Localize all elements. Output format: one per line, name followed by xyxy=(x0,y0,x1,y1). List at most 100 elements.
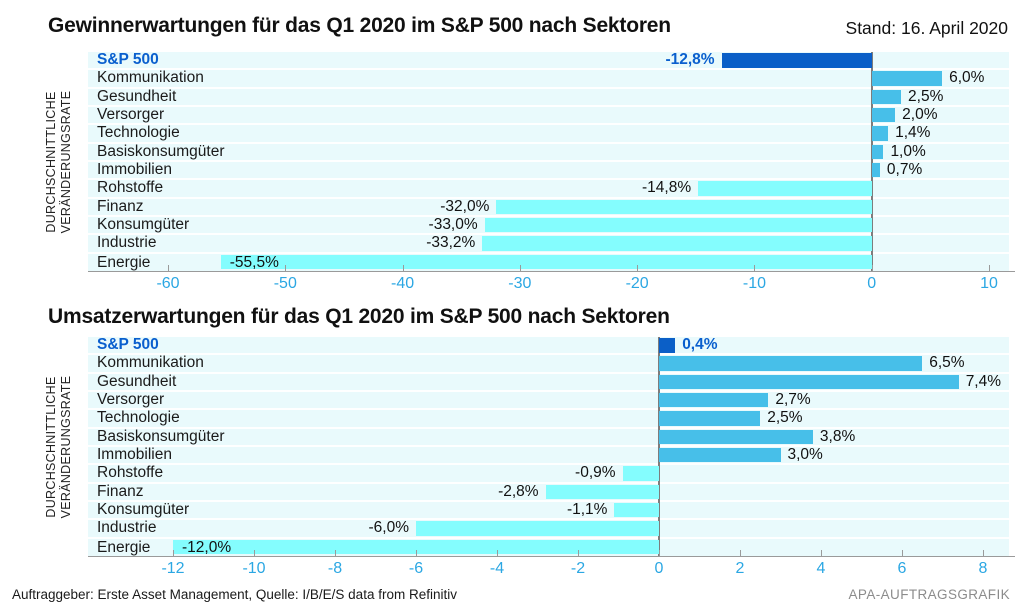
bar-negative xyxy=(614,502,659,518)
value-label: -0,9% xyxy=(575,464,616,482)
chart1-x-axis-line xyxy=(88,271,1015,272)
category-label: Gesundheit xyxy=(97,372,177,390)
x-axis-tick-label: -10 xyxy=(242,560,266,577)
chart-row: Industrie -33,2% xyxy=(88,234,1009,254)
x-axis-tick-label: -8 xyxy=(327,560,343,577)
chart-row: Gesundheit 2,5% xyxy=(88,88,1009,107)
chart1-y-axis-label: DURCHSCHNITTLICHE VERÄNDERUNGSRATE xyxy=(34,52,84,272)
chart2-title: Umsatzerwartungen für das Q1 2020 im S&P… xyxy=(48,305,670,328)
bar-positive xyxy=(659,374,959,390)
bar-negative xyxy=(220,254,872,270)
bar-positive xyxy=(659,392,769,408)
chart2-x-axis-line xyxy=(88,556,1015,557)
bar-negative xyxy=(698,181,872,196)
y-axis-label-line2: VERÄNDERUNGSRATE xyxy=(59,90,73,234)
bar-positive xyxy=(871,71,943,86)
chart2-rows: S&P 500 0,4% Kommunikation 6,5% Gesundheit 7,… xyxy=(88,336,1009,557)
value-label: 1,0% xyxy=(890,142,926,160)
chart1-rows: S&P 500 -12,8% Kommunikation 6,0% Gesundheit… xyxy=(88,51,1009,272)
category-label: Kommunikation xyxy=(97,69,204,87)
x-axis-tick xyxy=(983,550,984,557)
x-axis-tick-label: -2 xyxy=(570,560,586,577)
bar-negative xyxy=(482,236,872,251)
bar-positive xyxy=(871,126,889,141)
category-label: Industrie xyxy=(97,234,157,252)
value-label: -55,5% xyxy=(229,253,279,271)
category-label: Rohstoffe xyxy=(97,464,164,482)
value-label: -2,8% xyxy=(498,482,539,500)
x-axis-tick-label: 4 xyxy=(816,560,826,577)
chart-row: Kommunikation 6,5% xyxy=(88,354,1009,374)
value-label: -14,8% xyxy=(642,179,692,197)
bar-negative xyxy=(622,466,659,481)
chart-row: Rohstoffe -14,8% xyxy=(88,179,1009,199)
x-axis-tick-label: -6 xyxy=(408,560,424,577)
x-axis-tick xyxy=(659,550,660,557)
value-label: 6,0% xyxy=(949,69,985,87)
chart-row: Konsumgüter -1,1% xyxy=(88,501,1009,521)
category-label: Kommunikation xyxy=(97,354,204,372)
x-axis-tick xyxy=(637,265,639,272)
x-axis-tick-label: -10 xyxy=(742,275,766,292)
credit-note: APA-AUFTRAGSGRAFIK xyxy=(848,587,1010,602)
x-axis-tick-label: 0 xyxy=(867,275,877,292)
x-axis-tick xyxy=(519,265,521,272)
x-axis-tick-label: -20 xyxy=(625,275,649,292)
value-label: 2,5% xyxy=(767,409,803,427)
category-label: S&P 500 xyxy=(97,336,159,354)
category-label: Konsumgüter xyxy=(97,216,190,234)
chart-row: S&P 500 -12,8% xyxy=(88,51,1009,71)
category-label: Basiskonsumgüter xyxy=(97,427,225,445)
x-axis-tick-label: -12 xyxy=(161,560,185,577)
chart-row: Immobilien 3,0% xyxy=(88,446,1009,466)
x-axis-tick xyxy=(416,550,417,557)
x-axis-tick-label: 10 xyxy=(980,275,998,292)
x-axis-tick xyxy=(402,265,404,272)
chart1-x-axis-labels: -60 -50 -40 -30 -20 -10 0 10 xyxy=(88,275,1009,297)
value-label: -1,1% xyxy=(566,501,608,519)
category-label: Versorger xyxy=(97,391,165,409)
chart-row: S&P 500 0,4% xyxy=(88,336,1009,356)
y-axis-label-line1: DURCHSCHNITTLICHE xyxy=(44,376,58,518)
chart-row: Finanz -2,8% xyxy=(88,482,1009,502)
category-label: Konsumgüter xyxy=(97,501,190,519)
chart-row: Technologie 1,4% xyxy=(88,124,1009,144)
category-label: Energie xyxy=(97,538,151,556)
x-axis-tick-label: 2 xyxy=(735,560,745,577)
x-axis-tick xyxy=(902,550,903,557)
stand-date: Stand: 16. April 2020 xyxy=(845,18,1008,38)
chart-row: Basiskonsumgüter 1,0% xyxy=(88,142,1009,162)
x-axis-tick-label: -50 xyxy=(273,275,297,292)
x-axis-tick xyxy=(168,265,169,272)
value-label: -12,0% xyxy=(182,538,232,556)
chart-row: Energie -55,5% xyxy=(88,254,1009,272)
value-label: 0,7% xyxy=(886,161,923,179)
chart-row: Energie -12,0% xyxy=(88,539,1009,557)
bar-positive xyxy=(871,144,884,160)
bar-positive xyxy=(871,89,902,105)
bar-negative xyxy=(416,521,659,536)
x-axis-tick xyxy=(335,550,336,557)
chart1-plot-area: S&P 500 -12,8% Kommunikation 6,0% Gesundheit… xyxy=(88,51,1015,272)
x-axis-tick-label: -40 xyxy=(391,275,415,292)
chart-row: Versorger 2,0% xyxy=(88,106,1009,126)
chart-row: Konsumgüter -33,0% xyxy=(88,216,1009,236)
chart-row: Versorger 2,7% xyxy=(88,391,1009,411)
chart1-zero-baseline xyxy=(870,52,873,272)
y-axis-label-line1: DURCHSCHNITTLICHE xyxy=(44,91,58,233)
chart-row: Basiskonsumgüter 3,8% xyxy=(88,427,1009,447)
bar-positive xyxy=(659,447,781,463)
value-label: -33,2% xyxy=(426,234,476,252)
x-axis-tick xyxy=(821,550,822,557)
x-axis-tick xyxy=(754,265,756,272)
category-label: Technologie xyxy=(97,124,180,142)
category-label: Technologie xyxy=(97,409,180,427)
bar-positive xyxy=(871,162,880,178)
bar-positive xyxy=(659,429,813,445)
value-label: 2,7% xyxy=(775,391,811,409)
source-note: Auftraggeber: Erste Asset Management, Qu… xyxy=(12,587,457,602)
category-label: Rohstoffe xyxy=(97,179,164,197)
x-axis-tick-label: 0 xyxy=(654,560,664,577)
chart2-x-axis-labels: -12 -10 -8 -6 -4 -2 0 2 4 6 8 xyxy=(88,560,1009,582)
bar-negative xyxy=(545,484,659,500)
